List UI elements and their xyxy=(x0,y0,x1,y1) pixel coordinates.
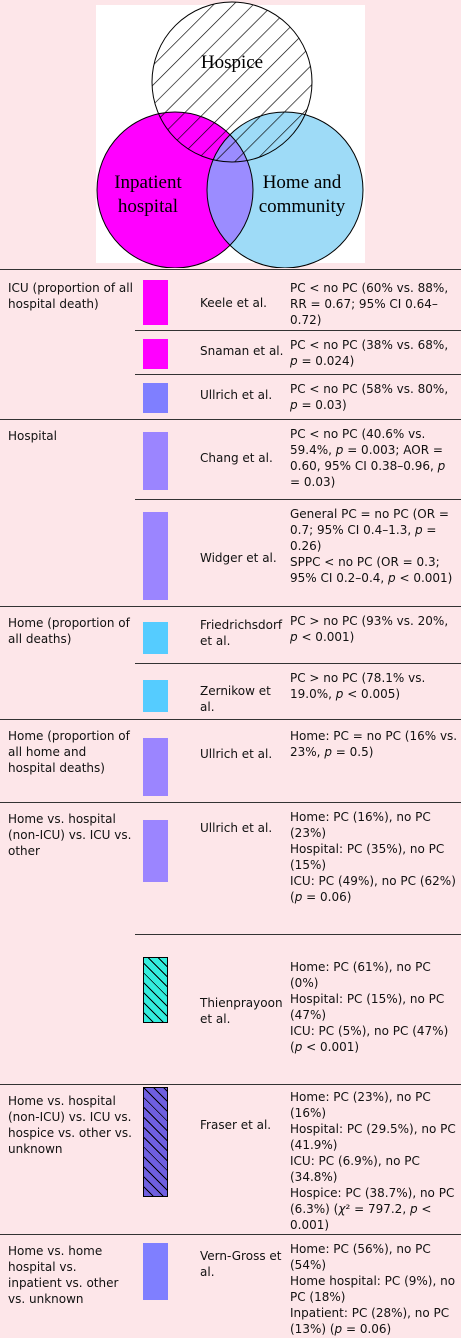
outcome-label: Hospital xyxy=(8,429,57,443)
group-rule xyxy=(0,719,461,720)
result-line: SPPC < no PC (OR = 0.3; 95% CI 0.2–0.4, … xyxy=(290,555,453,585)
result-line: ICU: PC (6.9%), no PC (34.8%) xyxy=(290,1154,420,1184)
study-name: Snaman et al. xyxy=(200,344,284,358)
result-line: PC > no PC (93% vs. 20%, p < 0.001) xyxy=(290,614,449,644)
swatch xyxy=(143,339,168,369)
hospice-circle xyxy=(151,1,313,163)
result: Home: PC (56%), no PC (54%) Home hospital… xyxy=(290,1241,458,1337)
venn-label: Home and xyxy=(263,172,342,193)
swatch xyxy=(143,383,168,413)
result-line: Hospital: PC (29.5%), no PC (41.9%) xyxy=(290,1122,456,1152)
result-line: Inpatient: PC (28%), no PC (13%) (p = 0.… xyxy=(290,1306,450,1336)
study-name: Vern-Gross et al. xyxy=(200,1249,282,1279)
swatch xyxy=(143,1243,168,1300)
row-rule xyxy=(135,330,461,331)
outcome-label: Home (proportion of all home and hospita… xyxy=(8,729,130,775)
result-line: Hospice: PC (38.7%), no PC (6.3%) (χ² = … xyxy=(290,1186,455,1232)
group-rule xyxy=(0,802,461,803)
study-name: Friedrichsdorf et al. xyxy=(200,618,283,648)
venn-label: Hospice xyxy=(201,52,263,73)
result-line: PC < no PC (60% vs. 88%, RR = 0.67; 95% … xyxy=(290,281,449,327)
result: PC < no PC (40.6% vs. 59.4%, p = 0.003; … xyxy=(290,426,458,490)
venn-label: Inpatient xyxy=(114,172,182,193)
result-line: Hospital: PC (35%), no PC (15%) xyxy=(290,842,445,872)
study-name: Widger et al. xyxy=(200,551,277,565)
result-line: PC > no PC (78.1% vs. 19.0%, p < 0.005) xyxy=(290,671,426,701)
result-line: Home: PC = no PC (16% vs. 23%, p = 0.5) xyxy=(290,729,458,759)
study-name: Fraser et al. xyxy=(200,1118,272,1132)
row-rule xyxy=(135,934,461,935)
outcome-label: Home vs. hospital (non-ICU) vs. ICU vs. … xyxy=(8,1094,132,1156)
row-rule xyxy=(135,663,461,664)
result: General PC = no PC (OR = 0.7; 95% CI 0.4… xyxy=(290,506,458,586)
result-line: PC < no PC (38% vs. 68%, p = 0.024) xyxy=(290,338,449,368)
outcome-label: Home vs. hospital (non-ICU) vs. ICU vs. … xyxy=(8,812,132,858)
study-name: Ullrich et al. xyxy=(200,388,273,402)
header-rule xyxy=(0,269,461,270)
result-line: Home: PC (23%), no PC (16%) xyxy=(290,1090,431,1120)
result: Home: PC = no PC (16% vs. 23%, p = 0.5) xyxy=(290,728,458,760)
result-line: PC < no PC (40.6% vs. 59.4%, p = 0.003; … xyxy=(290,427,446,489)
result: PC > no PC (93% vs. 20%, p < 0.001) xyxy=(290,613,458,645)
result-line: Home: PC (56%), no PC (54%) xyxy=(290,1242,431,1272)
result: PC < no PC (60% vs. 88%, RR = 0.67; 95% … xyxy=(290,280,458,328)
study-name: Keele et al. xyxy=(200,296,267,310)
swatch xyxy=(143,280,168,325)
result-line: Home: PC (16%), no PC (23%) xyxy=(290,810,431,840)
swatch xyxy=(143,957,168,1023)
swatch xyxy=(143,512,168,600)
study-name: Chang et al. xyxy=(200,451,273,465)
result: PC < no PC (58% vs. 80%, p = 0.03) xyxy=(290,381,458,413)
result: Home: PC (23%), no PC (16%) Hospital: PC … xyxy=(290,1089,458,1233)
study-name: Ullrich et al. xyxy=(200,747,273,761)
row-rule xyxy=(135,499,461,500)
study-name: Ullrich et al. xyxy=(200,821,273,835)
group-rule xyxy=(0,1234,461,1235)
result: PC > no PC (78.1% vs. 19.0%, p < 0.005) xyxy=(290,670,458,702)
result-line: ICU: PC (5%), no PC (47%) (p < 0.001) xyxy=(290,1024,449,1054)
group-rule xyxy=(0,606,461,607)
result-line: PC < no PC (58% vs. 80%, p = 0.03) xyxy=(290,382,449,412)
study-name: Thienprayoon et al. xyxy=(200,996,283,1026)
outcome-label: Home (proportion of all deaths) xyxy=(8,616,130,646)
swatch xyxy=(143,622,168,654)
result-line: Home: PC (61%), no PC (0%) xyxy=(290,960,431,990)
swatch xyxy=(143,680,168,712)
result-line: Home hospital: PC (9%), no PC (18%) xyxy=(290,1274,456,1304)
result: Home: PC (16%), no PC (23%) Hospital: PC … xyxy=(290,809,458,905)
outcome-label: ICU (proportion of all hospital death) xyxy=(8,281,133,311)
result-line: ICU: PC (49%), no PC (62%) (p = 0.06) xyxy=(290,874,456,904)
result-line: Hospital: PC (15%), no PC (47%) xyxy=(290,992,445,1022)
group-rule xyxy=(0,1084,461,1085)
result: Home: PC (61%), no PC (0%) Hospital: PC (… xyxy=(290,959,458,1055)
outcome-label: Home vs. home hospital vs. inpatient vs.… xyxy=(8,1244,119,1306)
venn-label: community xyxy=(259,196,346,217)
venn-diagram: Hospice Inpatient hospital Home and communit… xyxy=(96,1,365,268)
group-rule xyxy=(0,419,461,420)
swatch xyxy=(143,432,168,490)
result: PC < no PC (38% vs. 68%, p = 0.024) xyxy=(290,337,458,369)
row-rule xyxy=(135,374,461,375)
venn-label: hospital xyxy=(118,196,178,217)
study-name: Zernikow et al. xyxy=(200,684,271,714)
swatch xyxy=(143,820,168,882)
result-line: General PC = no PC (OR = 0.7; 95% CI 0.4… xyxy=(290,507,449,553)
swatch xyxy=(143,1087,168,1197)
swatch xyxy=(143,738,168,796)
